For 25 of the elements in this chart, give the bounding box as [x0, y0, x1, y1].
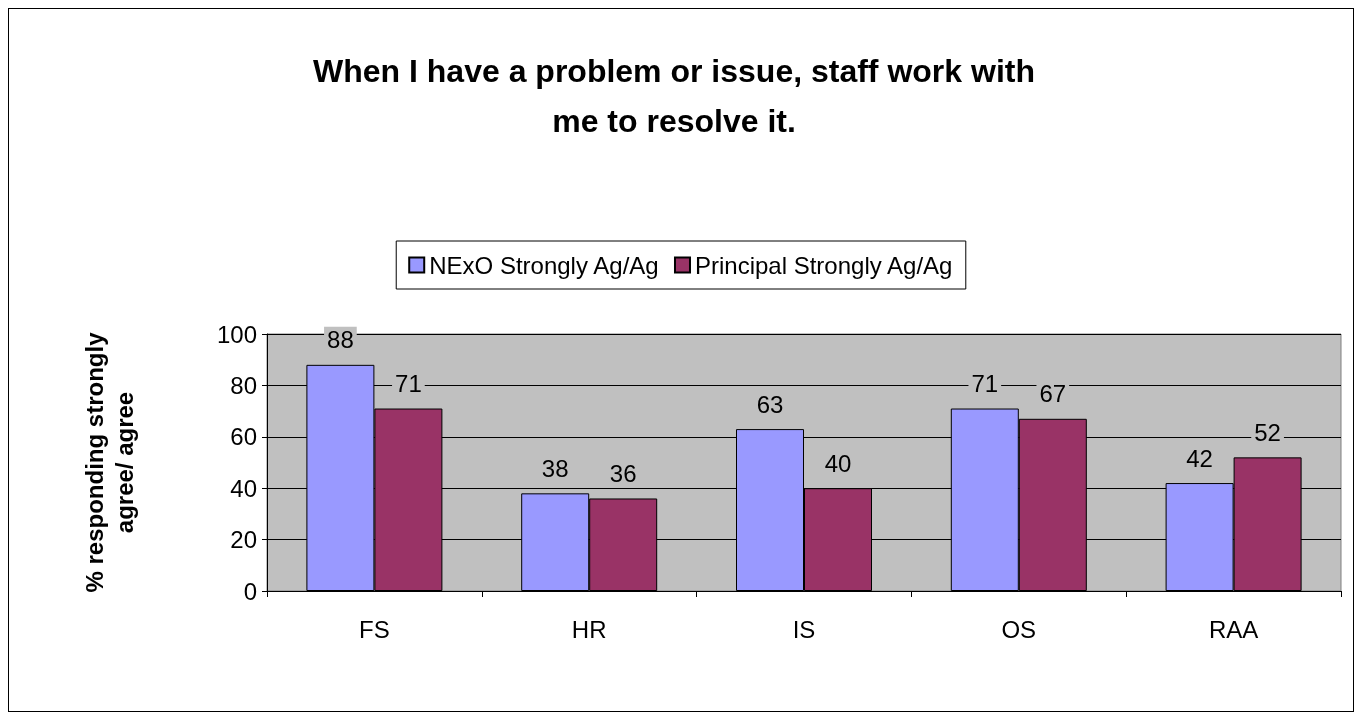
data-label: 52 [1254, 418, 1281, 446]
legend-label: Principal Strongly Ag/Ag [694, 251, 953, 279]
y-tick-label: 0 [243, 577, 257, 605]
data-label: 40 [824, 449, 852, 477]
x-tick-label: IS [792, 615, 816, 643]
data-label: 42 [1186, 444, 1213, 472]
legend-label: NExO Strongly Ag/Ag [429, 251, 659, 279]
data-label: 88 [327, 326, 354, 354]
x-tick-label: OS [1001, 615, 1037, 643]
y-tick-label: 60 [230, 423, 257, 451]
y-axis-title: % responding strongly agree/ agree [80, 331, 138, 593]
data-label: 38 [541, 454, 569, 482]
x-tick-label: RAA [1208, 615, 1259, 643]
x-tick-label: FS [359, 615, 390, 643]
y-tick-label: 80 [230, 371, 257, 399]
y-tick-label: 20 [230, 526, 257, 554]
data-label: 36 [609, 459, 637, 487]
y-tick-label: 40 [230, 474, 257, 502]
x-tick-label: HR [571, 615, 607, 643]
data-label: 71 [971, 370, 999, 398]
data-label: 63 [756, 390, 784, 418]
data-label: 71 [395, 370, 422, 398]
data-label: 67 [1039, 380, 1067, 408]
y-tick-label: 100 [216, 320, 257, 348]
chart-title: When I have a problem or issue, staff work with me to resolve it. [313, 53, 1035, 139]
